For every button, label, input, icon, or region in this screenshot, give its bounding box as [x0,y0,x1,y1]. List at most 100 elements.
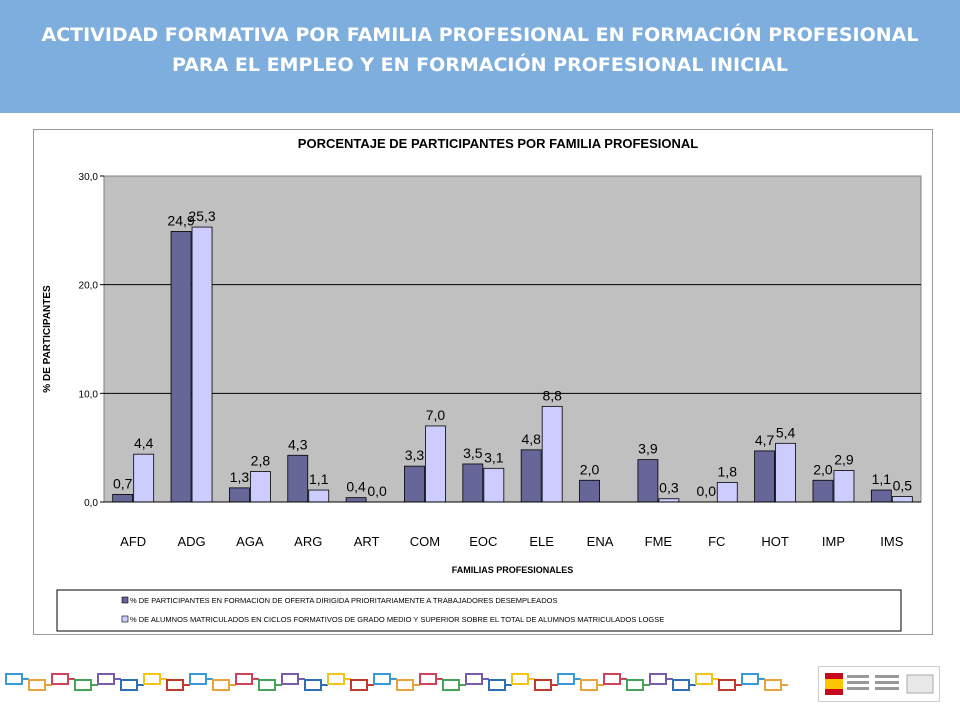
bar-series-2 [833,470,855,503]
plot-area [103,175,922,503]
chain-link-shape [465,673,483,685]
chain-link-shape [511,673,529,685]
chain-link-shape [649,673,667,685]
x-tick-label: ART [354,534,380,549]
y-tick-label: 20,0 [79,281,99,292]
bar-series-1 [870,489,892,503]
bar-series-2 [541,405,563,503]
legend-swatch [121,615,129,623]
chain-link-shape [557,673,575,685]
legend-entry: % DE PARTICIPANTES EN FORMACION DE OFERT… [130,596,557,605]
x-tick-label: FC [708,534,725,549]
chain-link-shape [373,673,391,685]
chain-link-shape [672,679,690,691]
chain-link-shape [166,679,184,691]
x-tick-label: FME [645,534,673,549]
bar-series-1 [228,487,250,503]
data-label-series-1: 4,8 [521,431,541,447]
y-tick-label: 0,0 [84,498,98,509]
data-label-series-2: 0,3 [659,480,679,496]
x-tick-label: COM [410,534,440,549]
data-label-series-1: 3,3 [405,447,425,463]
data-label-series-1: 2,0 [580,461,600,477]
bar-series-1 [462,463,484,503]
x-tick-label: HOT [761,534,789,549]
chain-link-shape [741,673,759,685]
chain-link-shape [534,679,552,691]
page-title-line-2: PARA EL EMPLEO Y EN FORMACIÓN PROFESIONA… [172,54,788,76]
data-label-series-2: 0,0 [367,483,387,499]
data-label-series-1: 4,3 [288,436,308,452]
chain-link-shape [603,673,621,685]
chain-link-shape [764,679,782,691]
chain-link-shape [327,673,345,685]
chain-link-shape [396,679,414,691]
bar-chart: PORCENTAJE DE PARTICIPANTES POR FAMILIA … [42,136,922,632]
bar-series-2 [425,425,446,503]
chain-link-shape [51,673,69,685]
chain-link-shape [419,673,437,685]
legend-entry: % DE ALUMNOS MATRICULADOS EN CICLOS FORM… [130,615,664,624]
data-label-series-1: 1,1 [872,471,892,487]
x-tick-label: ENA [587,534,614,549]
bar-series-1 [520,449,542,503]
bar-series-2 [775,442,797,503]
chain-link-shape [212,679,230,691]
chain-link-shape [695,673,713,685]
chain-link-shape [350,679,368,691]
data-label-series-2: 7,0 [426,407,446,423]
data-label-series-1: 1,3 [230,469,250,485]
chain-link-shape [488,679,506,691]
data-label-series-1: 0,7 [113,475,133,491]
chart-frame: PORCENTAJE DE PARTICIPANTES POR FAMILIA … [33,129,933,635]
page-title-line-1: ACTIVIDAD FORMATIVA POR FAMILIA PROFESIO… [41,24,919,46]
bar-series-1 [754,450,776,503]
legend-swatch [121,596,129,604]
bar-series-1 [404,465,425,503]
bar-series-2 [891,496,913,503]
x-tick-label: ELE [529,534,554,549]
x-axis-label: FAMILIAS PROFESIONALES [452,565,574,575]
data-label-series-2: 1,8 [718,463,738,479]
bar-series-2 [716,482,738,503]
chain-link-shape [120,679,138,691]
chain-link-shape [304,679,322,691]
bar-series-1 [812,479,834,503]
chain-link-shape [189,673,207,685]
bar-series-2 [133,453,155,503]
data-label-series-1: 0,4 [346,479,366,495]
x-tick-label: EOC [469,534,497,549]
bar-series-1 [170,231,192,503]
chain-link-shape [97,673,115,685]
y-tick-label: 10,0 [79,389,99,400]
x-tick-label: ARG [294,534,322,549]
data-label-series-2: 25,3 [188,208,215,224]
bar-series-1 [579,479,600,503]
data-label-series-2: 1,1 [309,471,329,487]
bar-series-1 [345,497,367,503]
bar-series-1 [637,459,659,503]
data-label-series-1: 4,7 [755,432,775,448]
chain-link-shape [74,679,92,691]
chain-link-shape [235,673,253,685]
bar-series-1 [112,493,134,503]
chain-link-shape [5,673,23,685]
chain-link-shape [281,673,299,685]
data-label-series-1: 0,0 [697,483,717,499]
legend-box [56,589,902,632]
data-label-series-2: 2,9 [834,451,854,467]
data-label-series-2: 8,8 [542,387,562,403]
chain-link-shape [28,679,46,691]
bar-series-1 [287,454,309,503]
bar-series-2 [483,467,505,503]
data-label-series-2: 0,5 [893,478,913,494]
x-tick-label: IMP [822,534,845,549]
data-label-series-1: 24,9 [167,212,194,228]
data-label-series-1: 3,9 [638,441,658,457]
x-tick-label: IMS [880,534,903,549]
government-logo [818,666,940,702]
data-label-series-2: 5,4 [776,424,796,440]
data-label-series-2: 4,4 [134,435,154,451]
decorative-chain-band [5,673,788,691]
y-axis-label: % DE PARTICIPANTES [42,285,53,393]
